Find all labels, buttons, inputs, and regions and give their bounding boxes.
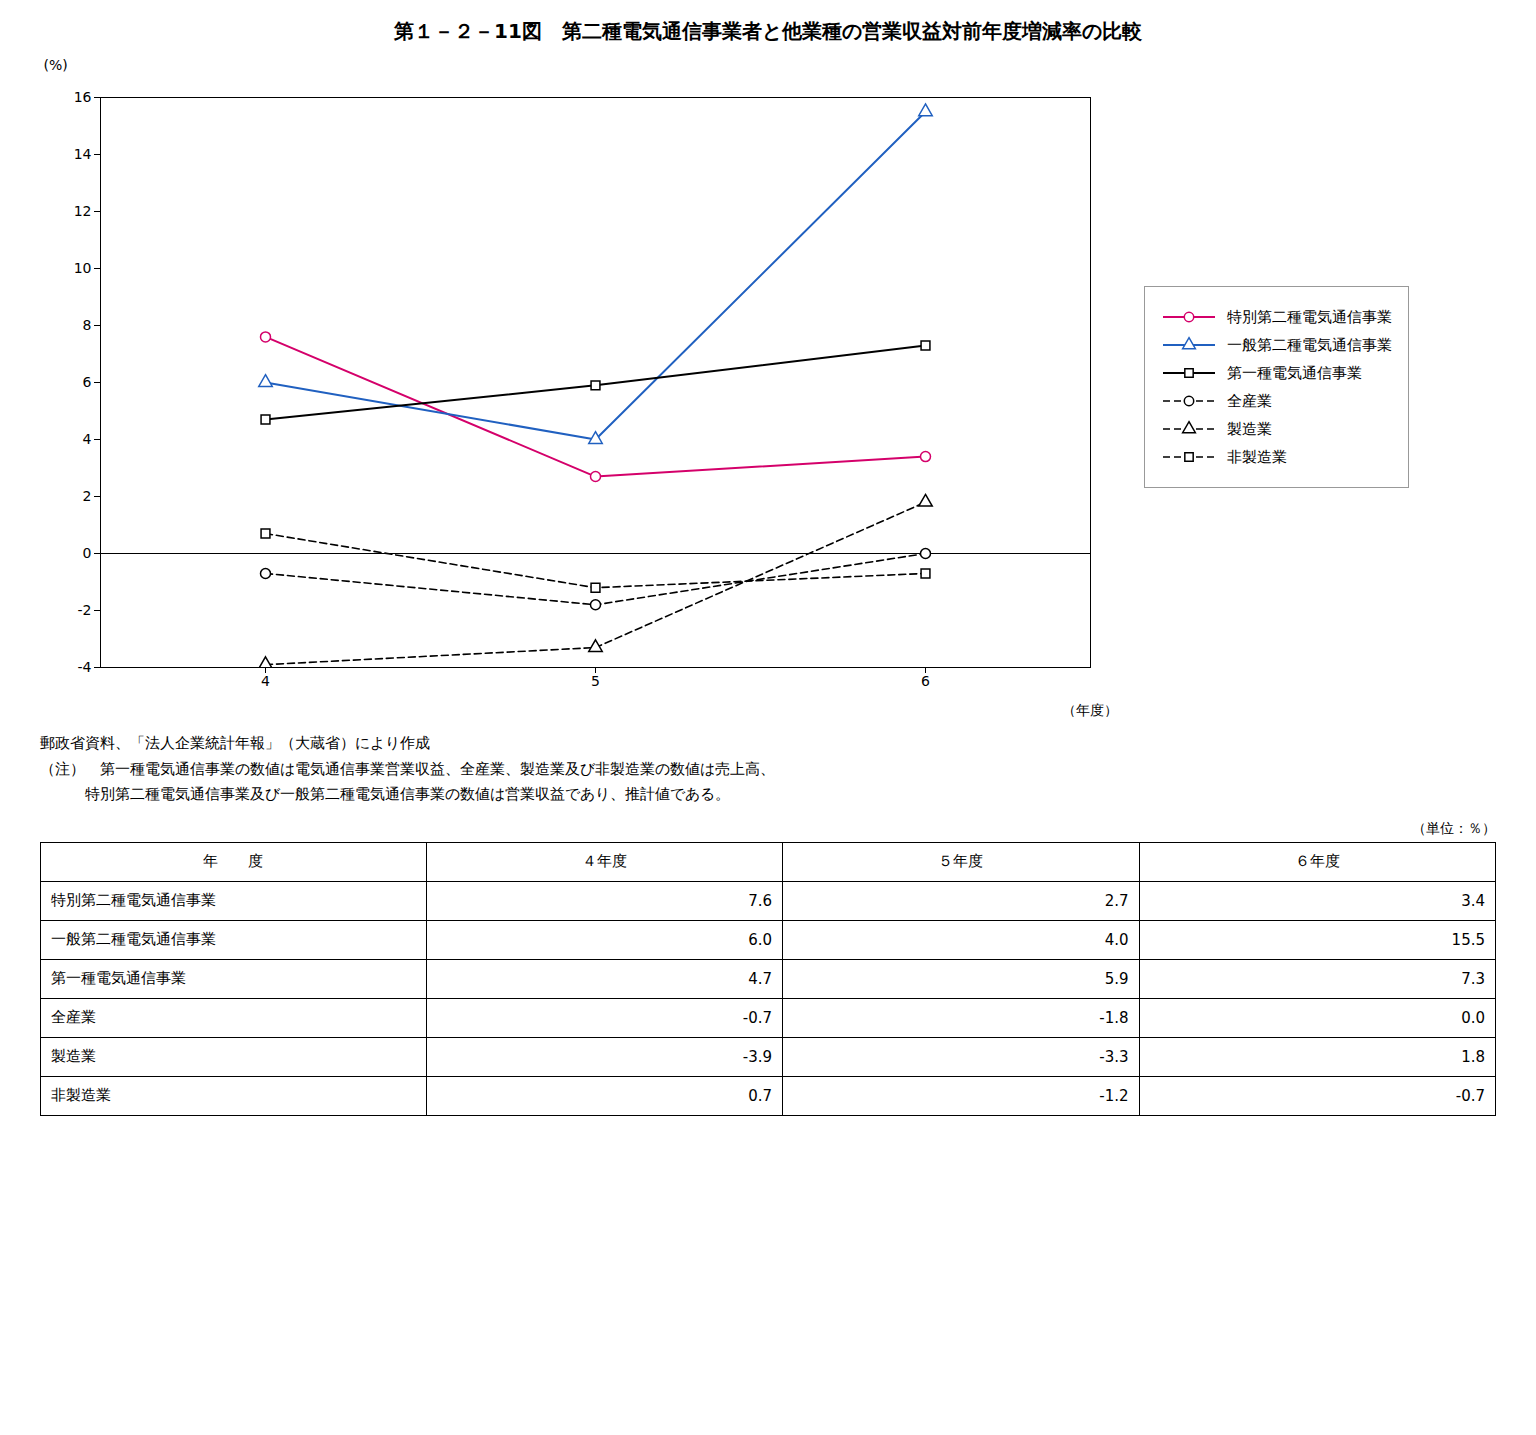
html-text:-3.9: -3.9	[742, 1047, 772, 1066]
html-text:郵政省資料、「法人企業統計年報」（大蔵省）により作成: 郵政省資料、「法人企業統計年報」（大蔵省）により作成	[40, 734, 430, 752]
html-text:非製造業: 非製造業	[51, 1086, 111, 1104]
html-text:全産業: 全産業	[51, 1008, 96, 1026]
html-text:一般第二種電気通信事業: 一般第二種電気通信事業	[1227, 335, 1392, 354]
html-text:4.7: 4.7	[748, 969, 772, 988]
html-text:特別第二種電気通信事業及び一般第二種電気通信事業の数値は営業: 特別第二種電気通信事業及び一般第二種電気通信事業の数値は営業収益であり、推計値で…	[40, 785, 730, 803]
html-text:-0.7: -0.7	[742, 1008, 772, 1027]
html-text:特別第二種電気通信事業: 特別第二種電気通信事業	[51, 891, 216, 909]
svg-text:4: 4	[83, 431, 92, 447]
html-text:7.6: 7.6	[748, 891, 772, 910]
html-text:0.0: 0.0	[1461, 1008, 1485, 1027]
html-text:2.7: 2.7	[1104, 891, 1129, 910]
html-text:年 度: 年 度	[203, 852, 264, 870]
html-text:非製造業: 非製造業	[1227, 447, 1287, 466]
html-text:-3.3: -3.3	[1099, 1047, 1129, 1066]
html-text:（単位：％）: （単位：％）	[1412, 819, 1496, 836]
svg-text:10: 10	[74, 260, 92, 276]
html-text:５年度: ５年度	[938, 852, 984, 870]
html-text:7.3: 7.3	[1461, 969, 1485, 988]
html-text:1.8: 1.8	[1461, 1047, 1485, 1066]
svg-text:（年度）: （年度）	[1062, 702, 1118, 718]
svg-text:4: 4	[261, 673, 270, 689]
svg-text:12: 12	[74, 203, 92, 219]
svg-text:-2: -2	[78, 602, 92, 618]
html-text:-1.8: -1.8	[1099, 1008, 1129, 1027]
html-text:製造業: 製造業	[1227, 419, 1272, 438]
html-text:４年度: ４年度	[581, 852, 627, 870]
html-text:5.9: 5.9	[1104, 969, 1129, 988]
html-text:第一種電気通信事業: 第一種電気通信事業	[1227, 363, 1362, 382]
svg-text:6: 6	[921, 673, 930, 689]
html-text:第一種電気通信事業: 第一種電気通信事業	[51, 969, 186, 987]
svg-text:0: 0	[83, 545, 92, 561]
html-text:全産業: 全産業	[1227, 391, 1272, 410]
html-text:（注） 第一種電気通信事業の数値は電気通信事業営業収益、全産: （注） 第一種電気通信事業の数値は電気通信事業営業収益、全産業、製造業及び非製造…	[40, 759, 775, 778]
svg-text:14: 14	[74, 146, 92, 162]
html-text:0.7: 0.7	[748, 1086, 772, 1105]
html-text:-1.2: -1.2	[1099, 1086, 1129, 1105]
svg-text:16: 16	[74, 89, 92, 105]
html-text:６年度: ６年度	[1294, 852, 1340, 870]
svg-text:8: 8	[83, 317, 92, 333]
svg-text:6: 6	[83, 374, 92, 390]
svg-text:2: 2	[83, 488, 92, 504]
svg-text:(%): (%)	[44, 57, 68, 73]
html-text:15.5: 15.5	[1451, 930, 1485, 949]
html-text:4.0: 4.0	[1104, 930, 1129, 949]
html-text:一般第二種電気通信事業: 一般第二種電気通信事業	[51, 930, 216, 948]
html-text:-0.7: -0.7	[1455, 1086, 1485, 1105]
html-text:3.4: 3.4	[1461, 891, 1485, 910]
html-text:製造業: 製造業	[51, 1047, 96, 1065]
svg-text:-4: -4	[78, 659, 92, 675]
html-text:特別第二種電気通信事業: 特別第二種電気通信事業	[1227, 307, 1392, 326]
svg-text:5: 5	[591, 673, 600, 689]
html-text:第１－２－11図 第二種電気通信事業者と他業種の営業収益対前: 第１－２－11図 第二種電気通信事業者と他業種の営業収益対前年度増減率の比較	[394, 19, 1142, 43]
html-text:6.0: 6.0	[748, 930, 772, 949]
